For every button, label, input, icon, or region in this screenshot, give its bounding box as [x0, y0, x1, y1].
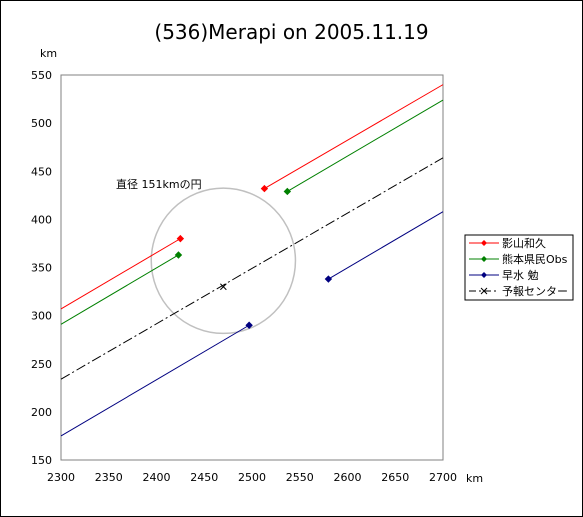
series-point — [176, 234, 185, 243]
y-tick-label: 200 — [31, 406, 52, 419]
legend-label: 予報センター — [502, 285, 568, 298]
series-line — [60, 238, 181, 310]
legend-item: 予報センター — [469, 285, 568, 298]
x-axis-unit: km — [466, 472, 483, 485]
series-point — [260, 184, 269, 193]
x-tick-label: 2600 — [334, 471, 362, 484]
series-line — [60, 157, 444, 380]
axis-ticks: 2300 2350 2400 2450 2500 2550 2600 2650 2700 150 2… — [31, 69, 457, 484]
y-tick-label: 350 — [31, 262, 52, 275]
series-point — [174, 251, 183, 259]
legend-item: 熊本県民Obs — [469, 252, 568, 266]
reference-circle — [150, 187, 297, 335]
series-line — [264, 84, 444, 190]
x-tick-label: 2300 — [47, 471, 75, 484]
circle-annotation: 直径 151kmの円 — [116, 177, 202, 191]
chart-title: (536)Merapi on 2005.11.19 — [154, 20, 429, 44]
y-tick-label: 300 — [31, 310, 52, 323]
legend-label: 影山和久 — [502, 237, 546, 250]
y-tick-label: 450 — [31, 165, 52, 178]
y-tick-label: 150 — [31, 454, 52, 467]
legend-marker — [481, 240, 487, 246]
plot-area — [60, 74, 444, 461]
series-line — [287, 99, 444, 192]
y-tick-label: 500 — [31, 117, 52, 130]
x-tick-label: 2400 — [143, 471, 171, 484]
series-point — [245, 321, 253, 329]
series-point — [283, 187, 292, 196]
legend-label: 早水 勉 — [502, 268, 539, 282]
legend-label: 熊本県民Obs — [502, 252, 568, 266]
x-tick-label: 2700 — [429, 471, 457, 484]
series-point — [324, 275, 333, 283]
series-line — [60, 324, 250, 437]
x-tick-label: 2650 — [381, 471, 409, 484]
y-axis-unit: km — [40, 47, 57, 60]
series-line — [328, 211, 444, 280]
legend-item: 早水 勉 — [469, 268, 539, 282]
legend-x-marker — [480, 287, 488, 295]
legend-box — [464, 234, 574, 301]
y-tick-label: 400 — [31, 213, 52, 226]
series-line — [60, 254, 179, 325]
legend-item: 影山和久 — [469, 237, 546, 250]
y-tick-label: 250 — [31, 358, 52, 371]
x-tick-label: 2500 — [238, 471, 266, 484]
legend-marker — [481, 256, 487, 262]
plot-content — [60, 84, 444, 437]
legend-marker — [481, 272, 487, 278]
y-tick-label: 550 — [31, 69, 52, 82]
center-x-marker — [219, 283, 227, 291]
x-tick-label: 2450 — [190, 471, 218, 484]
x-tick-label: 2550 — [286, 471, 314, 484]
x-tick-label: 2350 — [95, 471, 123, 484]
